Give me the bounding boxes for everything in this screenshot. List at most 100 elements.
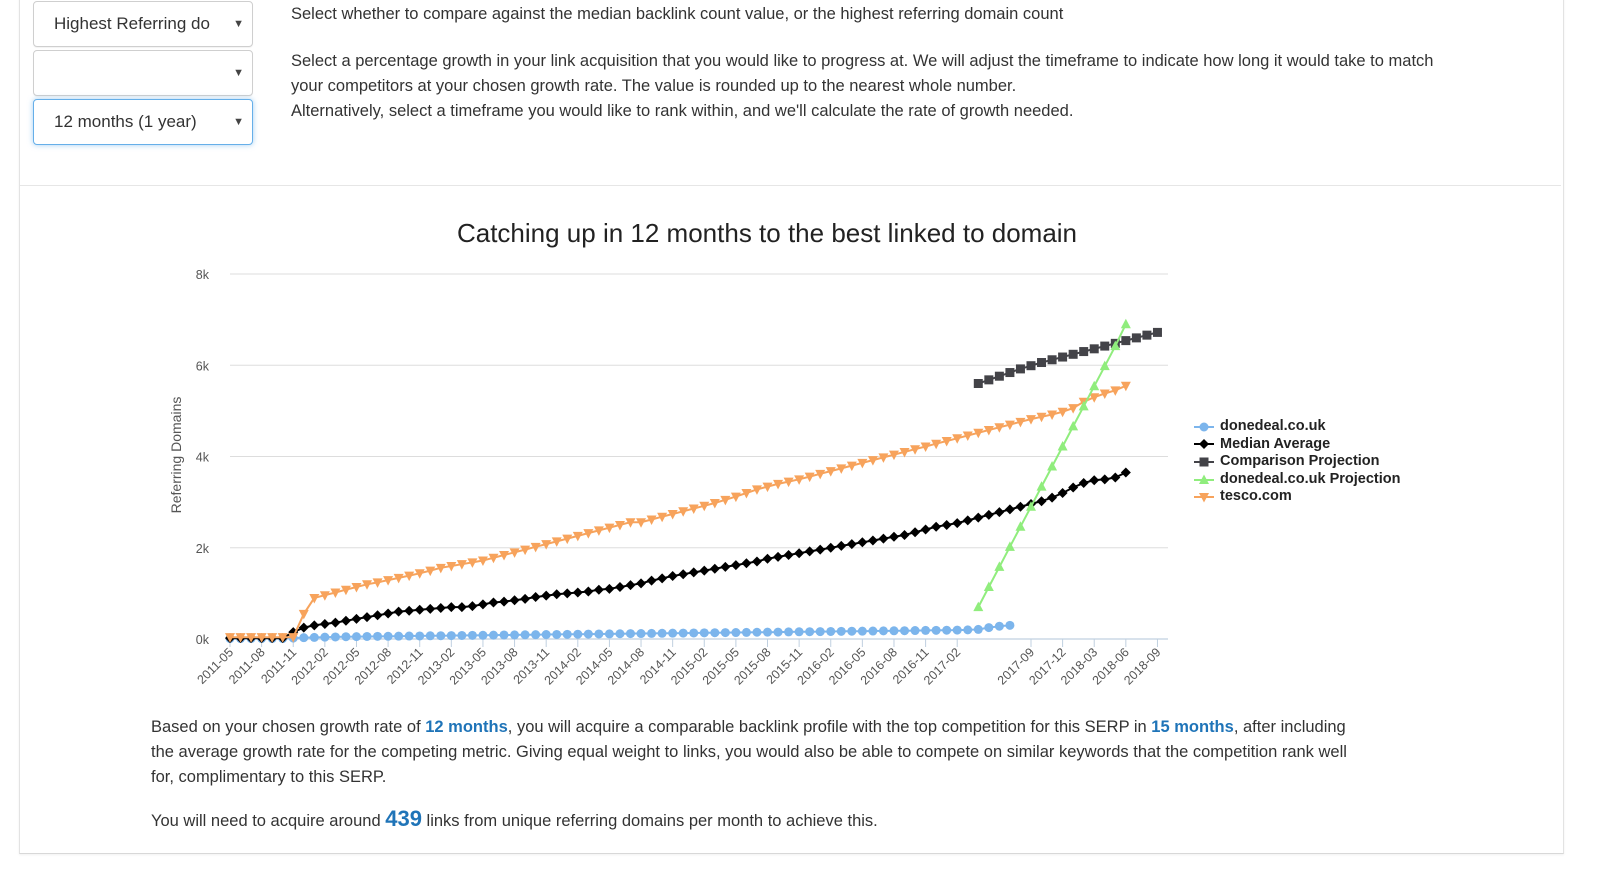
data-point [973, 428, 984, 439]
data-point [836, 540, 847, 551]
data-point [720, 628, 730, 638]
data-point [456, 560, 467, 570]
links-needed-text: You will need to acquire around [151, 812, 386, 830]
data-point [604, 629, 614, 639]
data-point [319, 591, 330, 601]
data-point [762, 482, 773, 493]
data-point [741, 627, 751, 637]
data-point [1005, 368, 1015, 378]
data-point [393, 606, 404, 617]
data-point [435, 602, 446, 613]
data-point [952, 434, 963, 444]
chart-title: Catching up in 12 months to the best lin… [456, 218, 1078, 248]
section-divider [20, 185, 1561, 186]
data-point [541, 630, 551, 640]
data-point [1047, 355, 1057, 365]
data-point [1068, 482, 1079, 493]
data-point [1015, 501, 1026, 512]
data-point [351, 632, 361, 642]
data-point [773, 627, 783, 637]
data-point [1099, 474, 1110, 485]
data-point [1199, 422, 1209, 432]
legend-swatch [1194, 457, 1214, 467]
data-point [1199, 474, 1209, 484]
legend-label: donedeal.co.uk Projection [1220, 470, 1401, 487]
growth-rate-select[interactable]: ▼ [33, 50, 253, 96]
data-point [235, 633, 246, 643]
data-point [773, 551, 784, 562]
series-line [230, 384, 1127, 639]
data-point [720, 495, 731, 506]
data-point [699, 565, 710, 576]
data-point [330, 588, 341, 598]
data-point [404, 631, 414, 641]
data-point [425, 631, 435, 641]
data-point [1142, 330, 1152, 340]
data-point [973, 512, 984, 523]
data-point [794, 627, 804, 637]
legend-item[interactable]: tesco.com [1194, 488, 1400, 506]
data-point [625, 629, 635, 639]
data-point [373, 631, 383, 641]
data-point [340, 585, 351, 596]
data-point [1025, 415, 1036, 425]
y-tick-label: 8k [196, 268, 210, 282]
data-point [910, 527, 921, 538]
data-point [520, 630, 530, 640]
data-point [488, 630, 498, 640]
data-point [425, 566, 436, 577]
timeframe-help-text: Alternatively, select a timeframe you wo… [291, 102, 1074, 120]
data-point [477, 599, 488, 610]
data-point [994, 561, 1005, 571]
data-point [520, 593, 531, 604]
legend-item[interactable]: Median Average [1194, 436, 1400, 454]
chosen-growth-rate: 12 months [425, 718, 508, 736]
data-point [288, 633, 299, 643]
data-point [404, 571, 415, 582]
legend-item[interactable]: Comparison Projection [1194, 453, 1400, 471]
data-point [541, 540, 552, 550]
metric-select[interactable]: Highest Referring do ▼ [33, 1, 253, 47]
data-point [962, 431, 973, 442]
data-point [1078, 400, 1089, 411]
series-line [230, 471, 1127, 640]
data-point [657, 512, 668, 523]
timeframe-select[interactable]: 12 months (1 year) ▼ [33, 99, 253, 145]
series-tesco [225, 381, 1131, 643]
data-point [467, 601, 478, 612]
data-point [826, 626, 836, 636]
data-point [1004, 420, 1015, 431]
data-point [478, 630, 488, 640]
legend-label: donedeal.co.uk [1220, 418, 1326, 434]
data-point [973, 624, 983, 634]
series-projection [973, 318, 1131, 612]
data-point [1026, 361, 1036, 371]
data-point [962, 515, 973, 526]
data-point [552, 629, 562, 639]
data-point [1068, 349, 1078, 359]
data-point [952, 518, 963, 529]
data-point [636, 518, 647, 528]
metric-select-value: Highest Referring do [54, 14, 210, 33]
data-point [647, 628, 657, 638]
data-point [1079, 347, 1089, 357]
data-point [657, 628, 667, 638]
data-point [699, 501, 710, 512]
data-point [942, 625, 952, 635]
data-point [941, 519, 952, 530]
data-point [857, 458, 868, 469]
data-point [551, 589, 562, 600]
data-point [1089, 475, 1100, 486]
data-point [1005, 620, 1015, 630]
data-point [846, 461, 857, 472]
data-point [678, 569, 689, 580]
timeframe-select-value: 12 months (1 year) [54, 112, 197, 131]
data-point [1015, 364, 1025, 374]
data-point [446, 602, 457, 613]
data-point [878, 453, 889, 463]
legend-item[interactable]: donedeal.co.uk [1194, 418, 1400, 436]
growth-help-text-2: your competitors at your chosen growth r… [291, 77, 1017, 95]
data-point [594, 629, 604, 639]
legend-item[interactable]: donedeal.co.uk Projection [1194, 471, 1400, 489]
data-point [604, 583, 615, 594]
